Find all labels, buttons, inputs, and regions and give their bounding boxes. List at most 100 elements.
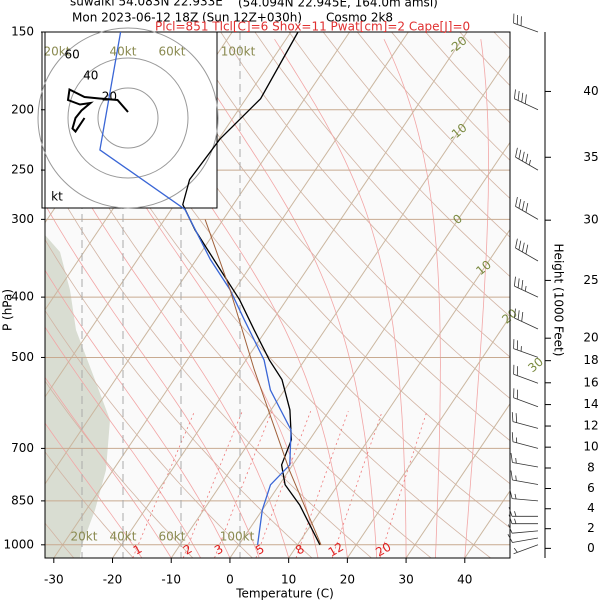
mixing-ratio-line (295, 411, 349, 558)
profile-line (99, 31, 292, 545)
y-tick-label: 250 (11, 163, 34, 177)
speed-label: 40kt (110, 45, 137, 59)
x-tick-label: 20 (340, 573, 355, 587)
wind-barb (515, 197, 539, 220)
y2-tick-label: 30 (583, 213, 598, 227)
x-tick-label: 30 (398, 573, 413, 587)
dry-adiabat (562, 32, 600, 558)
mixing-ratio-line (331, 411, 383, 558)
wind-barb (514, 89, 539, 111)
hodograph-line (66, 87, 129, 134)
wind-barb (508, 507, 538, 517)
dry-adiabat (45, 380, 194, 558)
y-tick-label: 300 (11, 212, 34, 226)
isotherm (405, 402, 510, 558)
x-tick-label: -30 (44, 573, 64, 587)
speed-label: 100kt (221, 45, 256, 59)
x-tick-label: -20 (103, 573, 123, 587)
plot-frame (44, 31, 511, 559)
x-tick-label: 40 (457, 573, 472, 587)
y-axis-label: P (hPa) (1, 289, 15, 331)
hodograph-ring-label: 40 (83, 69, 98, 83)
hodograph-ring (37, 27, 219, 209)
y2-tick-label: 12 (583, 419, 598, 433)
moist-adiabat (45, 203, 260, 558)
wind-barb (513, 388, 539, 408)
mixing-ratio-label: 12 (326, 540, 346, 560)
y-tick-label: 500 (11, 350, 34, 364)
wind-barb (511, 412, 539, 429)
y2-axis-label: Height (1000 Feet) (552, 244, 566, 357)
hodograph-unit: kt (51, 190, 63, 204)
location-note: (54.094N 22.945E, 164.0m amsl) (238, 0, 438, 10)
speed-label: 40kt (110, 530, 137, 544)
mixing-ratio-line (379, 411, 428, 558)
model: Cosmo 2k8 (326, 11, 393, 25)
y-tick-label: 200 (11, 102, 34, 116)
foreground: 1 2 3 5 8 12 201000850700500400300250200150-20… (3, 13, 599, 587)
speed-label: 100kt (220, 530, 255, 544)
y2-tick-label: 35 (583, 150, 598, 164)
x-tick-label: -10 (161, 573, 181, 587)
wind-barb (509, 489, 539, 502)
shading (45, 235, 110, 558)
isotherm (346, 315, 510, 558)
y-tick-label: 400 (11, 290, 34, 304)
wind-barb (511, 432, 539, 449)
y2-tick-label: 40 (583, 84, 598, 98)
profile-line (204, 219, 322, 545)
wind-barb (507, 524, 539, 534)
x-axis-label: Temperature (C) (235, 587, 334, 600)
wind-barb (513, 364, 539, 384)
speed-label: 20kt (71, 530, 98, 544)
y2-tick-label: 4 (587, 501, 595, 515)
mixing-ratio-line (132, 411, 195, 558)
wind-barb (508, 514, 538, 525)
wind-barb (514, 276, 539, 298)
x-tick-label: 10 (281, 573, 296, 587)
hodograph-ring (97, 87, 159, 149)
y2-tick-label: 20 (583, 331, 598, 345)
wind-barb (513, 544, 539, 555)
isotherm-label: 30 (525, 355, 546, 376)
wind-barb (515, 238, 539, 262)
mixing-ratio-label: 20 (373, 540, 393, 560)
y2-tick-label: 16 (583, 375, 598, 389)
y-tick-label: 150 (11, 25, 34, 39)
speed-label: 60kt (159, 45, 186, 59)
hodograph-ring-label: 60 (65, 48, 80, 62)
y2-tick-label: 6 (587, 481, 595, 495)
wind-barb (515, 147, 539, 171)
mixing-ratio-line (182, 411, 243, 558)
background-lines (45, 32, 600, 558)
y-tick-label: 700 (11, 441, 34, 455)
profile-line (182, 31, 321, 546)
isotherm (53, 32, 409, 558)
x-tick-label: 0 (226, 573, 234, 587)
hodograph-ring (67, 57, 189, 179)
dry-adiabat (45, 238, 313, 558)
speed-label: 60kt (159, 530, 186, 544)
dry-adiabat (45, 451, 134, 558)
moist-adiabat (464, 39, 489, 558)
subtitle: Mon 2023-06-12 18Z (Sun 12Z+030h) (72, 11, 302, 25)
wind-barb (510, 453, 539, 468)
moist-adiabat (180, 38, 378, 558)
wind-barb (513, 339, 539, 358)
isotherm-extra (45, 32, 351, 485)
moist-adiabat (274, 38, 407, 558)
wind-barb (507, 534, 539, 543)
dry-adiabat (45, 309, 253, 558)
moist-adiabat (45, 422, 143, 558)
wind-barb (513, 13, 539, 33)
y-tick-label: 1000 (3, 537, 34, 551)
y2-tick-label: 18 (583, 353, 598, 367)
y-tick-label: 850 (11, 493, 34, 507)
moist-adiabat (45, 326, 201, 558)
indices: Plcl=851 Tlcl[C]=6 Shox=11 Pwat[cm]=2 Ca… (155, 20, 470, 34)
y2-tick-label: 2 (587, 521, 595, 535)
title: suwalki 54.083N 22.933E (70, 0, 223, 9)
wind-barb (510, 470, 539, 485)
isotherm (170, 54, 510, 558)
